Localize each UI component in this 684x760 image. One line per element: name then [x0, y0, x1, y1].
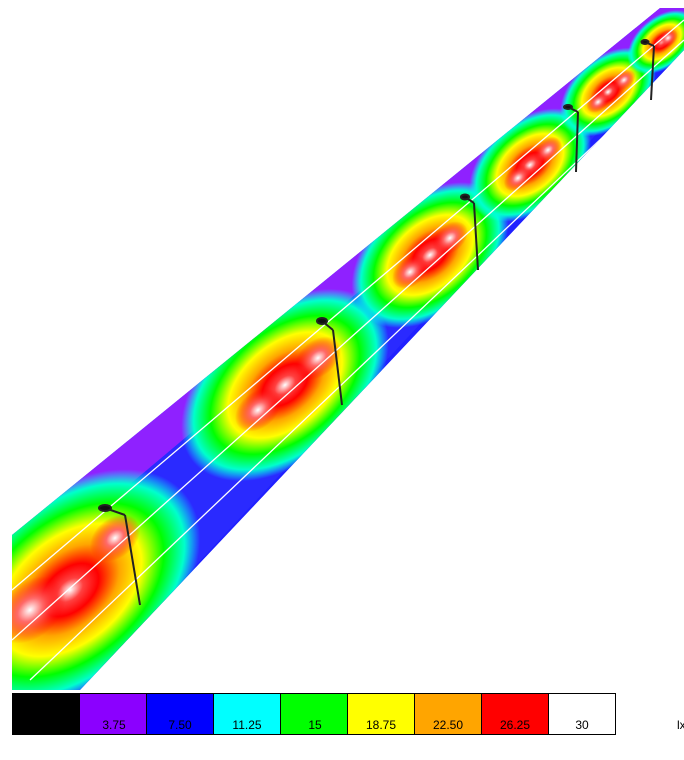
legend-color-scale [12, 693, 616, 735]
legend-unit-label: lx [677, 718, 684, 732]
legend-tick-label: 15 [308, 718, 322, 732]
legend-tick-label: 22.50 [432, 718, 464, 732]
legend-tick-label: 30 [575, 718, 589, 732]
legend-swatch [549, 694, 615, 734]
illuminance-road-visualization [12, 8, 684, 690]
legend-tick-label: 26.25 [499, 718, 531, 732]
legend-tick-label: 0 [41, 718, 49, 732]
street-light-pole [460, 193, 479, 271]
legend-swatch [147, 694, 214, 734]
legend-swatch [415, 694, 482, 734]
street-light-pole [316, 317, 343, 406]
street-light-pole [98, 504, 141, 606]
legend-swatch [80, 694, 147, 734]
legend-swatch [13, 694, 80, 734]
legend-tick-label: 7.50 [168, 718, 192, 732]
illuminance-legend [12, 693, 616, 737]
street-light-pole [563, 104, 579, 173]
street-light-pole [640, 39, 655, 101]
lane-markings [12, 19, 684, 681]
street-lights [98, 39, 655, 606]
legend-swatch [281, 694, 348, 734]
legend-tick-label: 18.75 [365, 718, 397, 732]
road-surface [12, 8, 684, 690]
legend-swatch [348, 694, 415, 734]
legend-swatch [482, 694, 549, 734]
legend-tick-label: 11.25 [232, 718, 262, 732]
legend-tick-label: 3.75 [102, 718, 126, 732]
legend-swatch [214, 694, 281, 734]
